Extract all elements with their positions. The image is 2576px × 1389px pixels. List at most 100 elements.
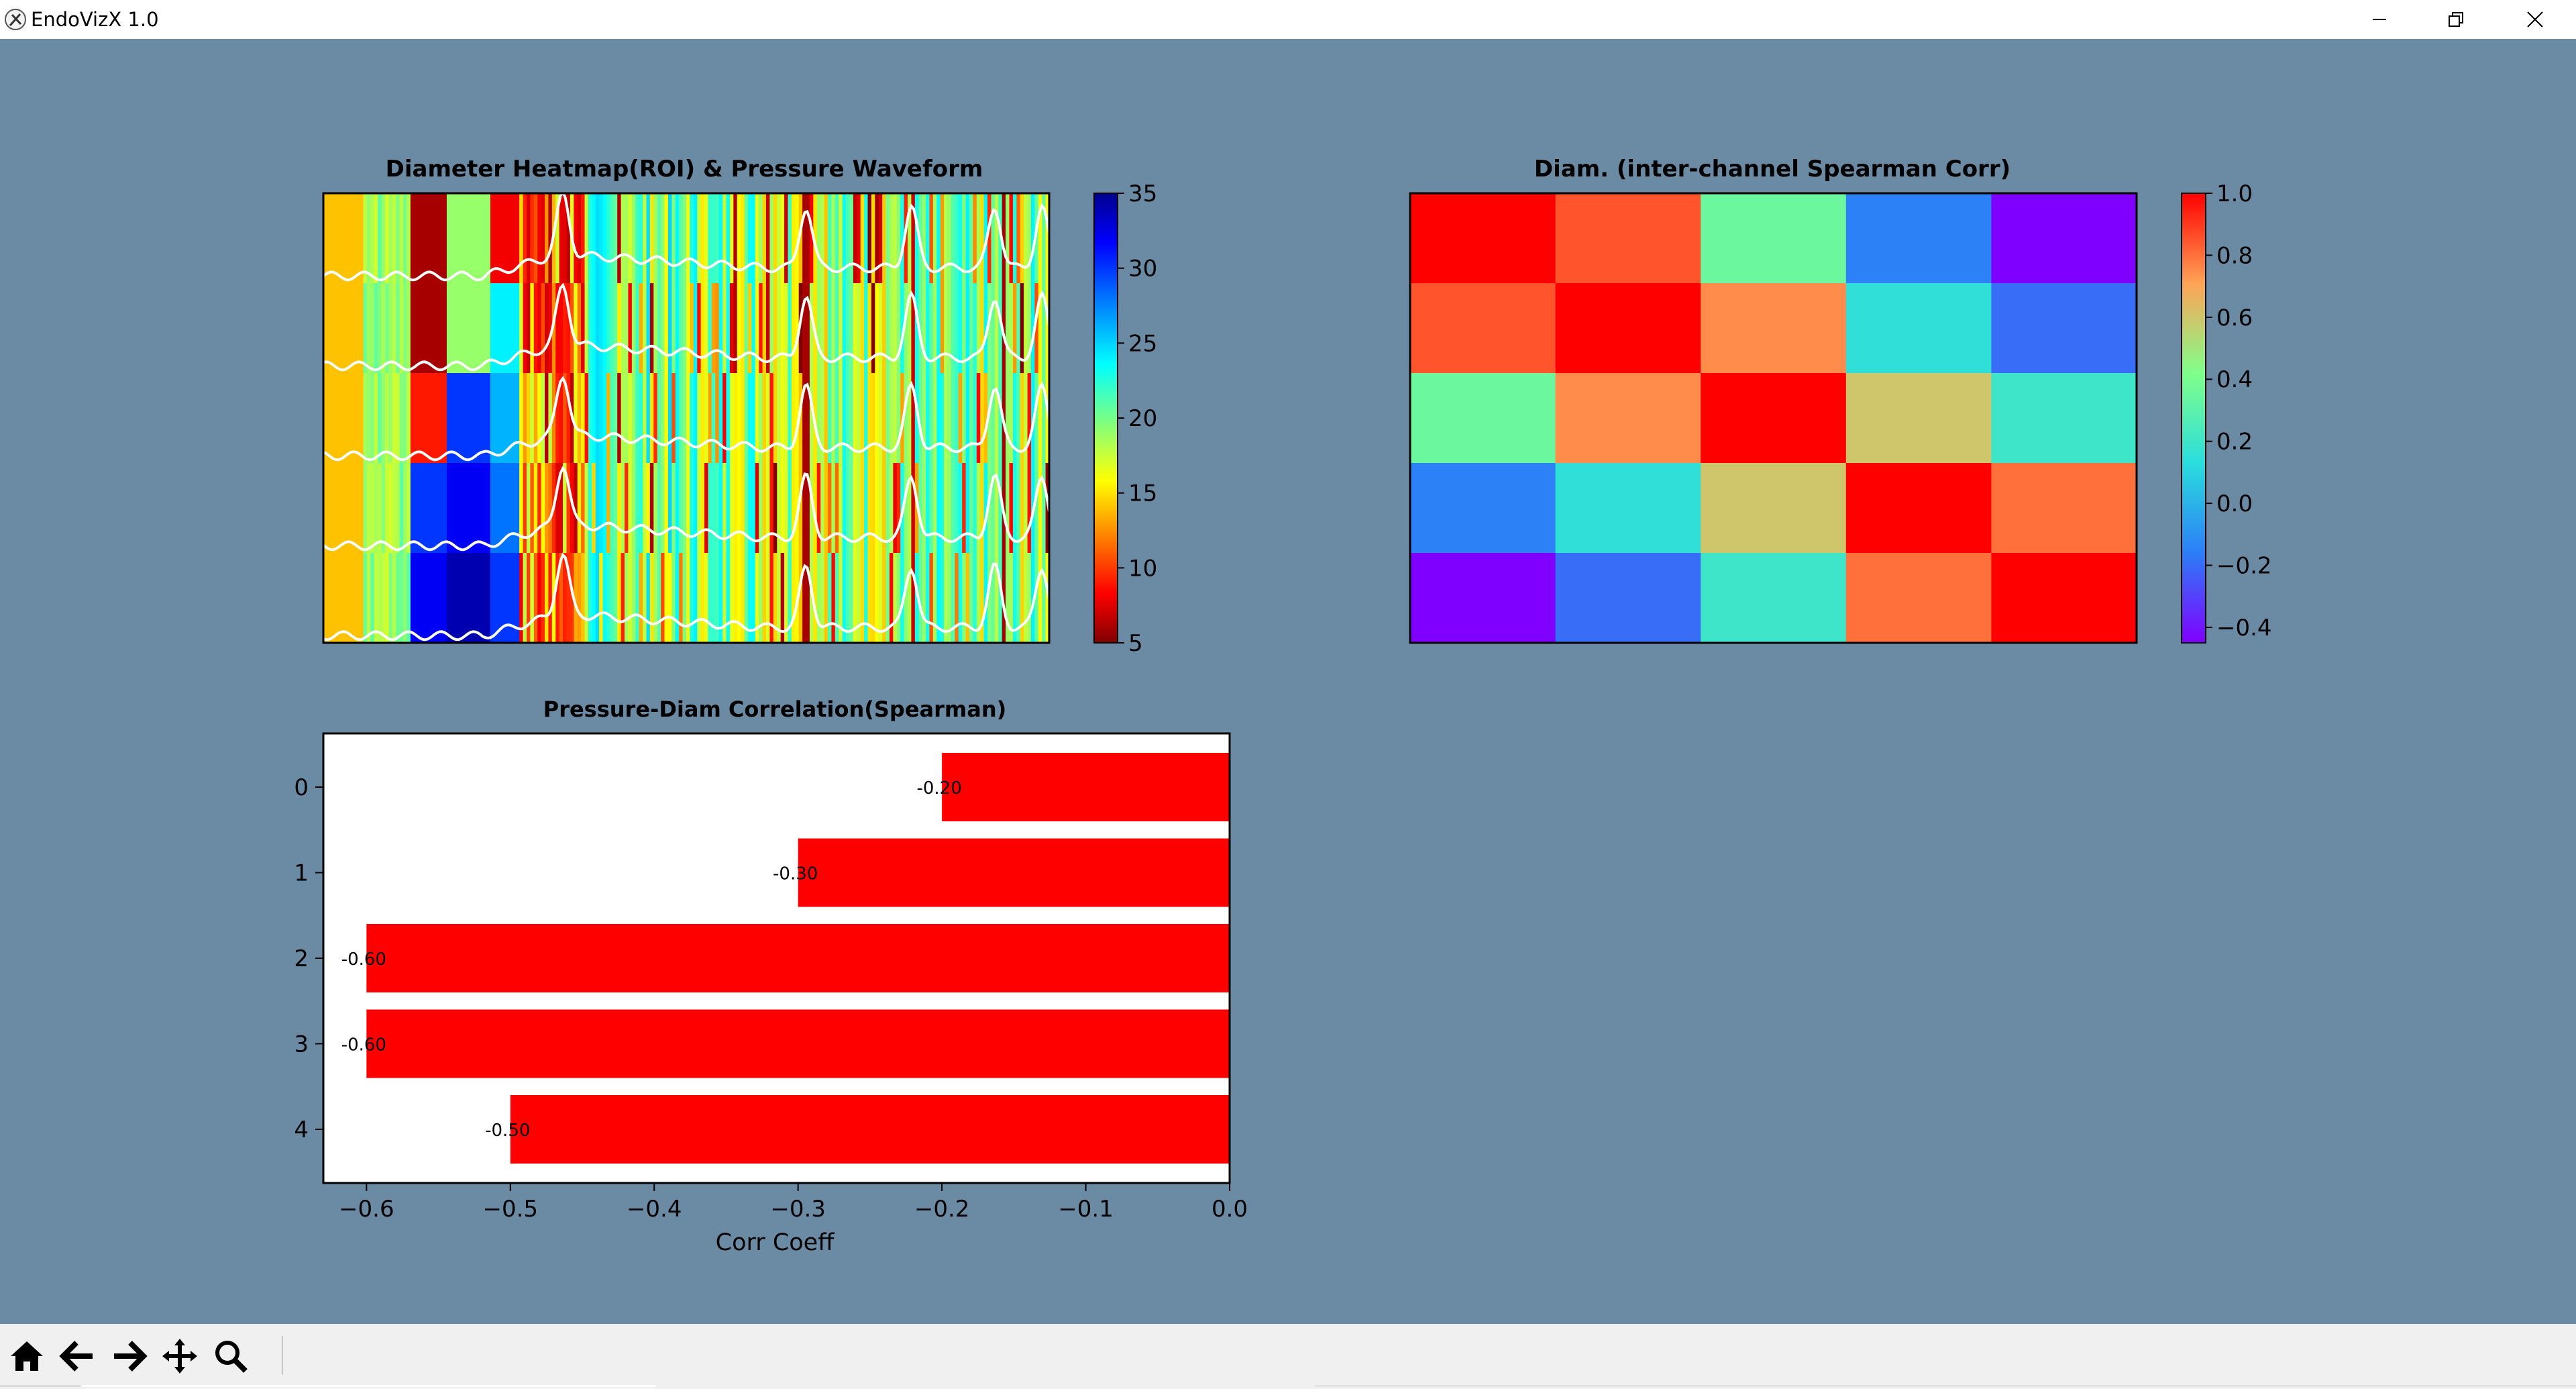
heatmap-cell [334,193,339,284]
home-button[interactable] [4,1333,50,1379]
heatmap-cell [842,283,847,374]
heatmap-cell [700,373,705,464]
heatmap-cell [446,193,451,284]
heatmap-cell [661,283,665,374]
heatmap-cell [392,373,396,464]
heatmap-cell [766,373,771,464]
heatmap-cell [940,463,945,554]
heatmap-cell [508,283,513,374]
heatmap-cell [824,283,828,374]
heatmap-cell [744,463,749,554]
heatmap-cell [809,373,814,464]
heatmap-cell [381,193,386,284]
heatmap-cell [1006,373,1010,464]
heatmap-cell [762,283,767,374]
heatmap-cell [1020,193,1024,284]
heatmap-cell [889,373,894,464]
heatmap-cell [610,283,614,374]
restore-icon [2449,12,2463,27]
heatmap-cell [846,373,851,464]
heatmap-cell [407,373,411,464]
heatmap-cell [378,463,382,554]
heatmap-cell [337,193,342,284]
heatmap-cell [625,553,629,643]
corr-matrix-cells [1410,193,2137,644]
colorbar-tick-label: 30 [1128,256,1157,282]
heatmap-cell [548,373,553,464]
heatmap-cell [595,373,600,464]
heatmap-cell [468,283,473,374]
heatmap-cell [399,373,404,464]
heatmap-cell [1009,373,1014,464]
heatmap-cell [613,283,618,374]
heatmap-cell [944,193,949,284]
heatmap-cell [588,283,592,374]
zoom-button[interactable] [208,1333,254,1379]
back-arrow-icon [59,1341,93,1372]
heatmap-cell [908,463,912,554]
heatmap-cell [1009,193,1014,284]
heatmap-cell [476,193,480,284]
heatmap-cell [494,463,498,554]
heatmap-cell [653,463,658,554]
heatmap-cell [374,463,378,554]
y-tick-label: 4 [294,1117,309,1143]
minimize-button[interactable] [2341,0,2418,39]
heatmap-cell [802,283,807,374]
heatmap-cell [584,193,589,284]
heatmap-cell [1009,283,1014,374]
heatmap-cell [453,553,458,643]
heatmap-cell [356,283,360,374]
heatmap-cell [965,553,970,643]
heatmap-cell [545,463,549,554]
heatmap-cell [867,463,872,554]
heatmap-cell [911,193,916,284]
heatmap-cell [864,463,869,554]
heatmap-cell [926,553,930,643]
heatmap-cell [871,553,875,643]
restore-button[interactable] [2418,0,2494,39]
pressure-trace [323,552,1049,641]
heatmap-cell [1034,283,1039,374]
heatmap-cell [621,463,625,554]
heatmap-cell [1009,463,1014,554]
heatmap-cell [944,373,949,464]
heatmap-cell [378,373,382,464]
heatmap-cell [610,193,614,284]
heatmap-cell [994,283,999,374]
bar-value-label: -0.30 [773,864,818,884]
heatmap-cell [940,373,945,464]
back-button[interactable] [55,1333,101,1379]
heatmap-cell [417,283,422,374]
heatmap-cell [1012,283,1017,374]
close-button[interactable] [2497,0,2573,39]
forward-button[interactable] [106,1333,152,1379]
heatmap-cell [1002,283,1006,374]
heatmap-cell [515,283,520,374]
heatmap-cell [741,373,745,464]
heatmap-cell [747,283,752,374]
heatmap-cell [893,463,898,554]
heatmap-cell [490,373,494,464]
heatmap-cell [718,553,723,643]
heatmap-cell [563,283,568,374]
heatmap-cell [875,283,879,374]
heatmap-cell [672,193,676,284]
heatmap-cell [407,283,411,374]
heatmap-cell [987,373,992,464]
heatmap-cell [388,193,393,284]
heatmap-cell [737,463,741,554]
pan-button[interactable] [157,1333,203,1379]
heatmap-cell [348,373,353,464]
heatmap-cell [729,193,734,284]
heatmap-cell [425,373,429,464]
heatmap-cell [472,193,476,284]
heatmap-cell [646,463,651,554]
heatmap-cell [399,463,404,554]
heatmap-cell [744,283,749,374]
colorbar-tick-label: 20 [1128,405,1157,432]
heatmap-cell [519,553,524,643]
heatmap-cell [617,283,622,374]
heatmap-cell [791,553,796,643]
heatmap-cell [530,283,535,374]
